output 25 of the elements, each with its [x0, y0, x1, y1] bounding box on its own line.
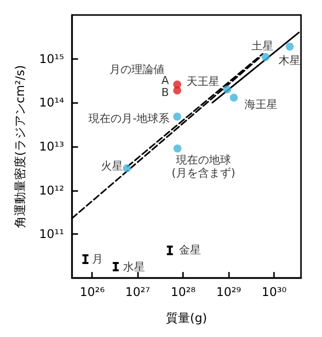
- x-tick-label: 10²⁷: [125, 285, 150, 299]
- annotation: 現在の月-地球系: [88, 112, 170, 126]
- annotation: 金星: [178, 244, 201, 257]
- annotation: 土星: [252, 40, 274, 53]
- annotation: 月の理論値: [110, 62, 165, 76]
- annotation: 現在の地球 (月を含まず): [172, 154, 236, 180]
- annotation: 月: [92, 252, 103, 266]
- annotation: 海王星: [244, 98, 278, 112]
- x-tick-label: 10²⁸: [170, 285, 196, 299]
- annotation: A: [161, 74, 170, 87]
- annotation: 木星: [278, 54, 301, 68]
- y-tick-label: 10¹⁴: [39, 96, 64, 110]
- x-axis-title: 質量(g): [166, 311, 207, 325]
- y-tick-label: 10¹³: [39, 140, 64, 154]
- annotation: 水星: [122, 260, 145, 274]
- x-tick-label: 10²⁹: [216, 285, 242, 299]
- x-tick-label: 10³⁰: [262, 285, 287, 299]
- annotation: 火星: [100, 160, 123, 173]
- annotation: 天王星: [186, 74, 220, 88]
- x-tick-label: 10²⁶: [80, 285, 105, 299]
- y-tick-label: 10¹¹: [39, 227, 64, 242]
- annotation: B: [161, 86, 169, 99]
- y-tick-label: 10¹²: [39, 183, 64, 198]
- y-tick-label: 10¹⁵: [39, 52, 64, 66]
- y-axis-title: 角運動量密度(ラジアンcm²/s): [13, 65, 27, 228]
